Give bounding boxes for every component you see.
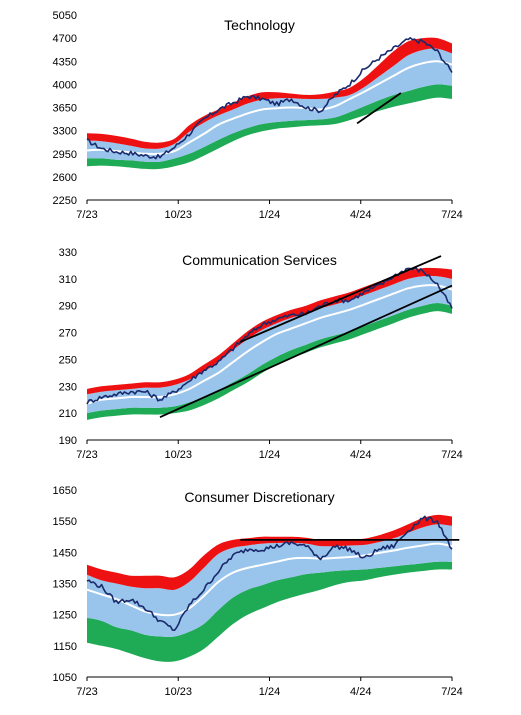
chart-title: Consumer Discretionary (184, 489, 334, 505)
x-tick-label: 7/23 (76, 686, 97, 698)
x-tick-label: 4/24 (350, 686, 371, 698)
chart-title: Communication Services (182, 252, 337, 268)
mean-line (86, 284, 453, 405)
x-tick-label: 1/24 (259, 686, 280, 698)
mean-line (86, 542, 453, 617)
y-tick-label: 230 (59, 381, 77, 393)
y-tick-label: 1650 (53, 485, 77, 497)
price-line (86, 36, 453, 160)
x-tick-label: 1/24 (259, 449, 280, 461)
mean-line (86, 60, 453, 156)
middle-band (87, 48, 452, 162)
y-tick-label: 2250 (53, 195, 77, 207)
y-tick-label: 190 (59, 435, 77, 447)
y-tick-label: 310 (59, 274, 77, 286)
y-tick-label: 330 (59, 247, 77, 259)
y-tick-label: 210 (59, 408, 77, 420)
y-tick-label: 1550 (53, 516, 77, 528)
x-tick-label: 7/23 (76, 449, 97, 461)
y-tick-label: 4350 (53, 56, 77, 68)
x-tick-label: 10/23 (164, 449, 192, 461)
x-tick-label: 10/23 (164, 209, 192, 221)
y-tick-label: 2600 (53, 172, 77, 184)
x-tick-label: 7/24 (441, 449, 462, 461)
x-tick-label: 10/23 (164, 686, 192, 698)
x-tick-label: 7/24 (441, 686, 462, 698)
y-tick-label: 290 (59, 301, 77, 313)
chart-panel-2: 190 210 230 250 270 290 310 330 7/23 10/23 1/24 4/2… (59, 247, 463, 461)
x-tick-label: 1/24 (259, 209, 280, 221)
lower-band (87, 84, 452, 170)
x-tick-label: 7/24 (441, 209, 462, 221)
x-tick-label: 4/24 (350, 449, 371, 461)
price-line (86, 515, 453, 632)
y-tick-label: 1150 (53, 641, 77, 653)
middle-band (87, 275, 452, 414)
chart-title: Technology (224, 17, 295, 33)
y-tick-label: 4700 (53, 33, 77, 45)
upper-band (87, 514, 452, 590)
y-tick-label: 4000 (53, 79, 77, 91)
y-tick-label: 1450 (53, 547, 77, 559)
x-tick-label: 7/23 (76, 209, 97, 221)
chart-panel-3: 1050 1150 1250 1350 1450 1550 1650 7/23 10/23 1/2… (53, 485, 463, 698)
y-tick-label: 5050 (53, 10, 77, 22)
y-tick-label: 2950 (53, 149, 77, 161)
price-line (86, 267, 453, 405)
y-tick-label: 1250 (53, 610, 77, 622)
lower-band (87, 561, 452, 662)
lower-band (87, 303, 452, 420)
upper-band (87, 37, 452, 149)
y-tick-label: 1350 (53, 579, 77, 591)
x-tick-label: 4/24 (350, 209, 371, 221)
y-tick-label: 3650 (53, 103, 77, 115)
chart-panel-1: 2250 2600 2950 3300 3650 4000 4350 4700 5050 7/23… (53, 10, 463, 221)
trendline-2 (239, 255, 442, 343)
trendline-1 (356, 92, 402, 125)
y-tick-label: 270 (59, 328, 77, 340)
y-tick-label: 1050 (53, 672, 77, 684)
y-tick-label: 3300 (53, 126, 77, 138)
trendline-1 (159, 284, 453, 418)
y-tick-label: 250 (59, 354, 77, 366)
middle-band (87, 524, 452, 637)
